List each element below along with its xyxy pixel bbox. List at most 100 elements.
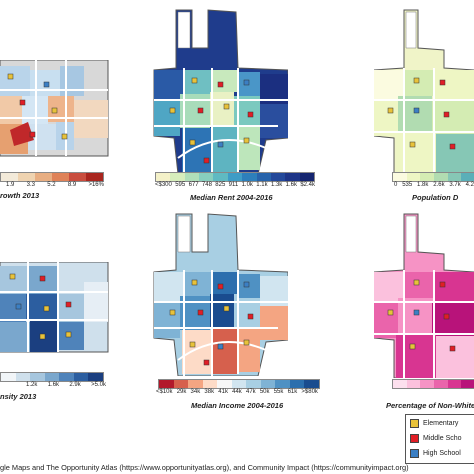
legend-label-elementary: Elementary	[423, 420, 459, 427]
legend-color-density-3	[44, 373, 60, 381]
tick-label-rent: 1.6k	[285, 182, 297, 188]
legend-bar-nonwhite	[392, 379, 474, 389]
tick-label-population: 2.6k	[433, 182, 445, 188]
legend-color-nonwhite-4	[447, 380, 462, 388]
legend-color-income-2	[188, 380, 203, 388]
legend-color-population-5	[461, 173, 474, 181]
panel-title-population: Population D	[412, 193, 459, 202]
tick-label-population: 0	[394, 182, 398, 188]
legend-color-income-7	[260, 380, 276, 388]
legend-color-nonwhite-0	[393, 380, 407, 388]
tick-label-rent: 595	[175, 182, 186, 188]
tick-label-density: >5.0k	[91, 382, 106, 388]
legend-color-growth-3	[52, 173, 69, 181]
legend-color-density-6	[88, 373, 104, 381]
legend-ticks-growth: 1.9 3.3 5.2 8.9 >16%	[6, 182, 104, 188]
legend-bar-rent	[155, 172, 315, 182]
legend-color-income-9	[289, 380, 305, 388]
map-panel-income	[148, 212, 288, 376]
tick-label-population: 4.2	[465, 182, 474, 188]
tick-label-rent: 1.3k	[270, 182, 283, 188]
tick-label-income: 38k	[204, 389, 215, 395]
legend-bar-density	[0, 372, 104, 382]
tick-label-rent: 748	[201, 182, 212, 188]
legend-color-rent-7	[256, 173, 271, 181]
legend-color-nonwhite-3	[434, 380, 448, 388]
map-panel-growth	[0, 60, 120, 170]
tick-label-rent: <$300	[155, 182, 172, 188]
tick-label-growth: 5.2	[47, 182, 56, 188]
tick-label-growth: >16%	[88, 182, 104, 188]
legend-color-income-4	[217, 380, 232, 388]
legend-ticks-population: 0 535 1.8k 2.6k 3.7k 4.2	[394, 182, 474, 188]
legend-item-high: High School	[410, 447, 474, 460]
tick-label-rent: 1.1k	[256, 182, 268, 188]
legend-color-density-2	[30, 373, 45, 381]
legend-color-rent-1	[170, 173, 185, 181]
tick-label-rent: 677	[188, 182, 199, 188]
legend-bar-population	[392, 172, 474, 182]
legend-color-growth-4	[69, 173, 86, 181]
legend-bar-income	[158, 379, 320, 389]
legend-color-rent-2	[184, 173, 200, 181]
legend-color-nonwhite-2	[420, 380, 435, 388]
tick-label-rent: 825	[215, 182, 226, 188]
legend-color-income-8	[275, 380, 290, 388]
school-type-legend: Elementary Middle Scho High School	[405, 414, 474, 464]
tick-label-growth: 3.3	[26, 182, 35, 188]
legend-label-high: High School	[423, 450, 461, 457]
legend-color-population-0	[393, 173, 407, 181]
legend-color-rent-10	[299, 173, 314, 181]
elementary-swatch	[410, 419, 419, 428]
legend-color-income-0	[159, 380, 174, 388]
legend-color-rent-3	[199, 173, 214, 181]
legend-color-population-4	[447, 173, 462, 181]
legend-ticks-density: 1.2k 1.6k 2.9k >5.0k	[26, 382, 106, 388]
legend-color-income-5	[231, 380, 247, 388]
tick-label-income: 47k	[245, 389, 256, 395]
legend-color-rent-4	[213, 173, 228, 181]
legend-color-nonwhite-5	[461, 380, 474, 388]
legend-color-density-5	[73, 373, 89, 381]
legend-color-rent-0	[156, 173, 171, 181]
source-credit: gle Maps and The Opportunity Atlas (http…	[0, 463, 409, 472]
tick-label-growth: 1.9	[6, 182, 15, 188]
panel-title-growth: rowth 2013	[0, 191, 40, 200]
legend-ticks-rent: <$300 595 677 748 825 911 1.0k 1.1k 1.3k 1.6k $2.4…	[155, 182, 315, 188]
tick-label-rent: 1.0k	[241, 182, 253, 188]
panel-title-rent: Median Rent 2004-2016	[190, 193, 273, 202]
legend-color-income-6	[246, 380, 261, 388]
legend-color-growth-1	[18, 173, 35, 181]
legend-color-population-3	[434, 173, 448, 181]
tick-label-income: 55k	[273, 389, 284, 395]
tick-label-income: 34k	[190, 389, 201, 395]
tick-label-income: 29k	[176, 389, 187, 395]
legend-color-income-1	[173, 380, 189, 388]
tick-label-income: 44k	[232, 389, 242, 395]
tick-label-population: 1.8k	[417, 182, 429, 188]
tick-label-growth: 8.9	[67, 182, 77, 188]
legend-color-nonwhite-1	[406, 380, 421, 388]
legend-color-rent-5	[227, 173, 243, 181]
tick-label-income: 61k	[287, 389, 298, 395]
tick-label-rent: $2.4k	[300, 182, 315, 188]
panel-title-nonwhite: Percentage of Non-White	[386, 401, 474, 410]
middle-school-swatch	[410, 434, 419, 443]
tick-label-density: 2.9k	[69, 382, 81, 388]
tick-label-population: 535	[402, 182, 413, 188]
tick-label-density: 1.2k	[26, 382, 38, 388]
tick-label-income: <$10k	[156, 389, 173, 395]
legend-color-rent-8	[270, 173, 286, 181]
tick-label-population: 3.7k	[449, 182, 461, 188]
map-panel-rent	[148, 8, 288, 174]
tick-label-rent: 911	[228, 182, 239, 188]
tick-label-density: 1.6k	[47, 382, 60, 388]
legend-color-growth-5	[86, 173, 103, 181]
legend-color-population-2	[420, 173, 435, 181]
legend-ticks-income: <$10k 29k 34k 38k 41k 44k 47k 50k 55k 61k >$80k	[156, 389, 318, 395]
legend-color-growth-0	[1, 173, 18, 181]
legend-color-density-0	[1, 373, 16, 381]
legend-color-rent-6	[242, 173, 257, 181]
legend-bar-growth	[0, 172, 104, 182]
legend-color-population-1	[406, 173, 421, 181]
